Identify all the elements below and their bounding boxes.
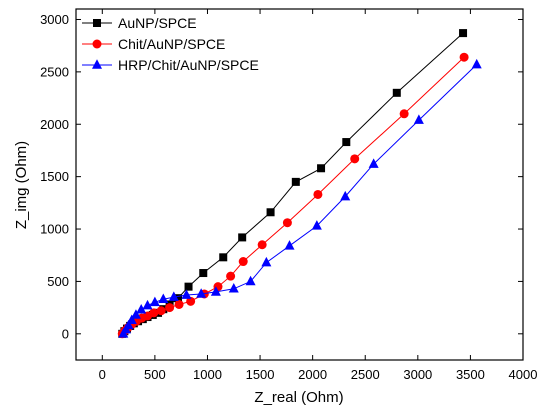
legend-label: HRP/Chit/AuNP/SPCE xyxy=(118,57,259,73)
data-point xyxy=(313,189,323,199)
data-point xyxy=(181,289,192,299)
data-point xyxy=(165,303,175,313)
data-point xyxy=(238,257,248,267)
data-point xyxy=(149,296,160,307)
data-point xyxy=(228,283,239,293)
series-1 xyxy=(118,29,468,338)
data-point xyxy=(261,256,272,267)
plot-frame xyxy=(75,8,524,361)
y-tick-label: 2500 xyxy=(40,64,69,79)
x-tick-label: 1000 xyxy=(193,367,222,382)
data-point xyxy=(342,138,351,147)
data-point xyxy=(168,291,179,301)
data-point xyxy=(311,220,322,230)
data-point xyxy=(471,58,482,69)
y-tick-label: 1000 xyxy=(40,222,69,237)
series-layer xyxy=(117,29,482,339)
y-tick-label: 3000 xyxy=(40,12,69,27)
series-3 xyxy=(118,58,482,338)
data-point xyxy=(126,314,137,324)
legend: AuNP/SPCE Chit/AuNP/SPCE HRP/Chit/AuNP/SPC… xyxy=(82,15,259,73)
legend-marker xyxy=(92,59,102,69)
data-point xyxy=(226,271,236,281)
series-2 xyxy=(117,52,469,339)
x-tick-label: 2000 xyxy=(298,367,327,382)
data-point xyxy=(399,109,409,119)
x-tick-label: 1500 xyxy=(246,367,275,382)
data-point xyxy=(174,294,183,303)
x-tick-label: 3500 xyxy=(456,367,485,382)
x-tick-label: 500 xyxy=(144,367,166,382)
y-tick-label: 1500 xyxy=(40,169,69,184)
legend-marker xyxy=(92,39,102,49)
data-point xyxy=(196,288,207,298)
data-point xyxy=(219,253,228,262)
x-tick-label: 4000 xyxy=(509,367,538,382)
x-tick-label: 3000 xyxy=(403,367,432,382)
data-point xyxy=(284,240,295,250)
data-point xyxy=(291,177,300,186)
y-tick-label: 0 xyxy=(62,326,69,341)
data-point xyxy=(266,208,275,217)
data-point xyxy=(210,286,221,296)
legend-label: Chit/AuNP/SPCE xyxy=(118,36,225,52)
data-point xyxy=(199,269,208,278)
data-point xyxy=(130,309,141,319)
axis-ticks: 0 500 1000 1500 2000 2500 3000 3500 4000 0 500 1000… xyxy=(40,9,537,382)
data-point xyxy=(245,275,256,286)
data-point xyxy=(149,308,159,318)
data-point xyxy=(123,319,134,330)
data-point xyxy=(257,240,267,250)
data-point xyxy=(392,88,401,97)
data-point xyxy=(184,282,193,291)
data-point xyxy=(136,304,147,314)
y-tick-label: 500 xyxy=(47,274,69,289)
data-point xyxy=(282,218,292,228)
data-point xyxy=(459,29,468,38)
data-point xyxy=(350,154,360,164)
data-point xyxy=(238,233,247,242)
series-line xyxy=(122,64,478,335)
data-point xyxy=(317,164,326,173)
data-point xyxy=(340,190,351,201)
x-tick-label: 0 xyxy=(99,367,106,382)
x-axis-label: Z_real (Ohm) xyxy=(254,389,343,406)
data-point xyxy=(368,158,379,168)
data-point xyxy=(142,299,153,310)
x-tick-label: 2500 xyxy=(351,367,380,382)
data-point xyxy=(459,52,469,62)
legend-label: AuNP/SPCE xyxy=(118,15,197,31)
data-point xyxy=(158,293,169,304)
data-point xyxy=(413,114,424,124)
data-point xyxy=(174,299,184,309)
data-point xyxy=(156,306,166,316)
legend-marker xyxy=(93,19,101,27)
data-point xyxy=(186,296,196,306)
y-axis-label: Z_img (Ohm) xyxy=(13,141,30,229)
y-tick-label: 2000 xyxy=(40,117,69,132)
